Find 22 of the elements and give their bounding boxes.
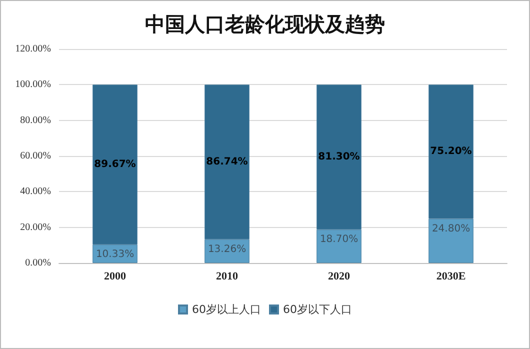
y-tick-label: 120.00% bbox=[15, 44, 51, 54]
data-label: 10.33% bbox=[96, 249, 134, 260]
data-label: 18.70% bbox=[320, 234, 358, 246]
y-tick-label: 80.00% bbox=[20, 114, 51, 126]
legend-label: 60岁以下人口 bbox=[283, 303, 352, 316]
data-label: 86.74% bbox=[206, 156, 248, 168]
x-tick-label: 2000 bbox=[104, 270, 126, 282]
data-label: 81.30% bbox=[318, 152, 360, 163]
y-tick-label: 100.00% bbox=[15, 79, 51, 90]
y-tick-label: 20.00% bbox=[20, 222, 51, 233]
data-label: 89.67% bbox=[94, 159, 136, 170]
y-tick-label: 40.00% bbox=[20, 186, 51, 198]
legend-label: 60岁以上人口 bbox=[192, 303, 262, 316]
x-tick-label: 2010 bbox=[216, 270, 238, 282]
data-label: 75.20% bbox=[430, 146, 472, 158]
x-tick-label: 2020 bbox=[328, 270, 350, 282]
y-tick-label: 60.00% bbox=[20, 150, 51, 162]
chart-title: 中国人口老龄化现状及趋势 bbox=[145, 12, 385, 36]
x-tick-label: 2030E bbox=[436, 270, 466, 282]
y-tick-label: 0.00% bbox=[25, 258, 51, 268]
data-label: 24.80% bbox=[432, 223, 470, 234]
data-label: 13.26% bbox=[208, 244, 246, 255]
